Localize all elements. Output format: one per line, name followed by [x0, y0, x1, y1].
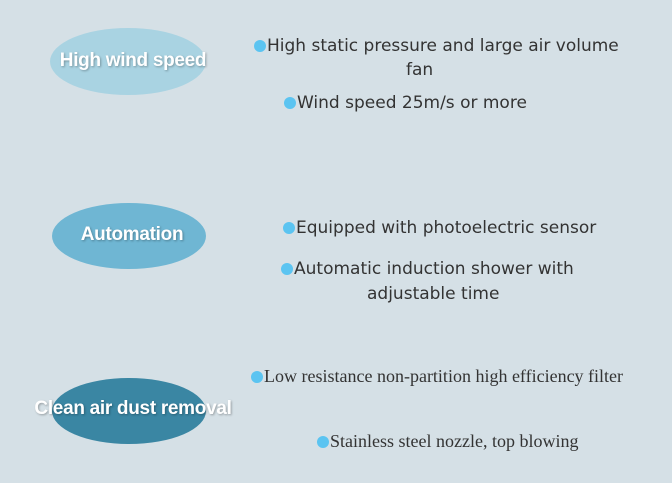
feature-item: Wind speed 25m/s or more: [284, 91, 527, 115]
feature-text: Automatic induction shower with: [294, 259, 574, 279]
feature-item: Automatic induction shower with: [281, 257, 574, 281]
feature-text: High static pressure and large air volum…: [267, 36, 619, 56]
feature-text: Low resistance non-partition high effici…: [264, 366, 624, 386]
feature-item: Stainless steel nozzle, top blowing: [317, 429, 578, 453]
bullet-icon: [281, 263, 293, 275]
feature-item: Low resistance non-partition high effici…: [251, 364, 623, 388]
bullet-icon: [284, 97, 296, 109]
bullet-icon: [251, 371, 263, 383]
feature-text: Wind speed 25m/s or more: [297, 93, 527, 113]
feature-text: Equipped with photoelectric sensor: [296, 218, 597, 238]
feature-item: Equipped with photoelectric sensor: [283, 216, 596, 240]
section-title-high-wind-speed: High wind speed: [59, 50, 207, 71]
bullet-icon: [317, 436, 329, 448]
bullet-icon: [283, 222, 295, 234]
section-ellipse-high-wind-speed: [50, 28, 206, 95]
section-title-clean-air: Clean air dust removal: [34, 398, 232, 419]
feature-text: Stainless steel nozzle, top blowing: [330, 431, 579, 451]
section-ellipse-automation: [52, 203, 206, 269]
feature-item-continuation: adjustable time: [367, 284, 500, 304]
feature-item: High static pressure and large air volum…: [254, 34, 619, 58]
bullet-icon: [254, 40, 266, 52]
section-ellipse-clean-air: [52, 378, 206, 444]
section-title-automation: Automation: [80, 224, 184, 245]
feature-item-continuation: fan: [406, 60, 434, 80]
